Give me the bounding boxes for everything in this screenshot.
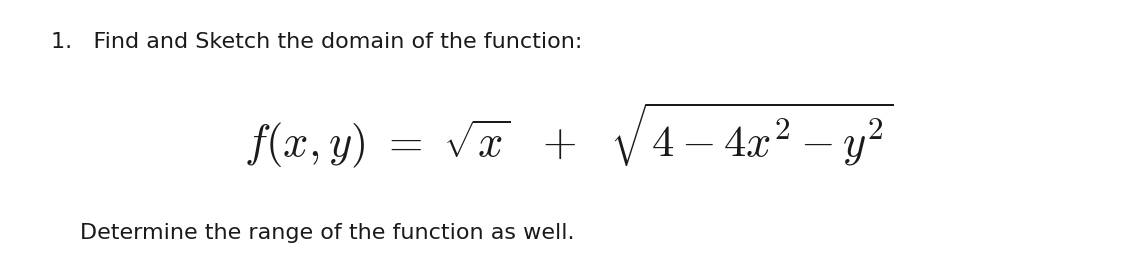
Text: Determine the range of the function as well.: Determine the range of the function as w… — [80, 223, 575, 243]
Text: $f(x,y)\ =\ \sqrt{x}\ \ +\ \ \sqrt{4-4x^{2}-y^{2}}$: $f(x,y)\ =\ \sqrt{x}\ \ +\ \ \sqrt{4-4x^… — [245, 100, 893, 170]
Text: 1.   Find and Sketch the domain of the function:: 1. Find and Sketch the domain of the fun… — [51, 32, 583, 52]
